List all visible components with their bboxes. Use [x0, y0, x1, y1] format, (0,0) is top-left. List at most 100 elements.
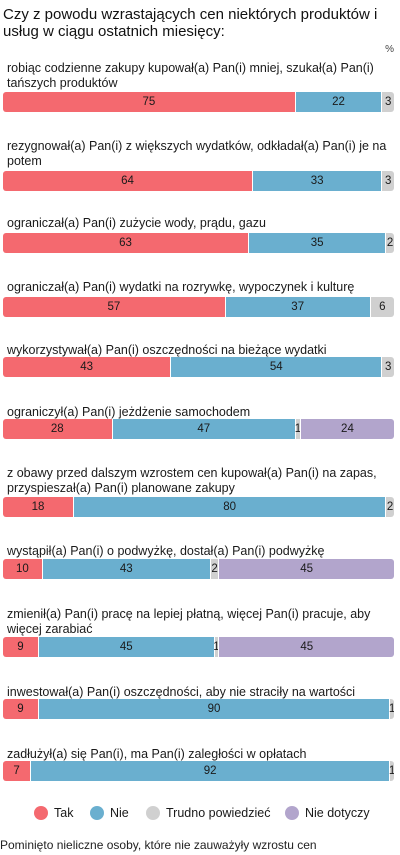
data-label: 47	[197, 423, 211, 435]
data-label: 33	[310, 175, 324, 187]
data-label: 22	[332, 96, 345, 108]
data-label: 2	[386, 237, 394, 249]
bar-segment-tak: 43	[3, 357, 171, 377]
category-label: z obawy przed dalszym wzrostem cen kupow…	[7, 466, 377, 495]
bar-segment-tak: 9	[3, 637, 38, 657]
data-label: 7	[13, 765, 20, 777]
bar-segment-tak: 10	[3, 559, 42, 579]
bar-segment-nie: 22	[294, 92, 382, 112]
stacked-bar: 10 43 2 45	[3, 559, 394, 579]
bar-segment-tak: 64	[3, 171, 252, 191]
data-label: 1	[294, 423, 302, 435]
unit-label: %	[385, 44, 394, 55]
data-label: 92	[203, 765, 217, 777]
legend-label: Nie	[110, 806, 129, 820]
bar-segment-nie: 47	[111, 419, 295, 439]
legend-label: Nie dotyczy	[305, 806, 370, 820]
bar-segment-tak: 9	[3, 699, 38, 719]
data-label: 43	[119, 563, 133, 575]
bar-segment-trudno-powiedziec: 2	[385, 497, 394, 517]
bar-segment-nie-dotyczy: 45	[218, 637, 394, 657]
bar-segment-tak: 57	[3, 297, 225, 317]
legend: Tak Nie Trudno powiedzieć Nie dotyczy	[0, 803, 400, 823]
legend-item-trudno-powiedziec: Trudno powiedzieć	[146, 803, 270, 823]
category-label: wystąpił(a) Pan(i) o podwyżkę, dostał(a)…	[7, 544, 325, 558]
data-label: 45	[300, 563, 314, 575]
bar-segment-nie: 37	[224, 297, 370, 317]
data-label: 1	[388, 765, 394, 777]
data-label: 2	[211, 563, 218, 575]
bar-segment-tak: 28	[3, 419, 112, 439]
legend-swatch	[285, 806, 299, 820]
data-label: 3	[384, 96, 392, 108]
data-label: 2	[386, 501, 394, 513]
data-label: 43	[80, 361, 94, 373]
data-label: 45	[300, 641, 314, 653]
stacked-bar: 28 47 1 24	[3, 419, 394, 439]
category-label: zmienił(a) Pan(i) pracę na lepiej płatną…	[7, 607, 371, 636]
bar-segment-trudno-powiedziec: 3	[381, 357, 394, 377]
data-label: 6	[379, 301, 386, 313]
bar-segment-trudno-powiedziec: 1	[294, 419, 302, 439]
bar-segment-tak: 7	[3, 761, 31, 781]
stacked-bar: 64 33 3	[3, 171, 394, 191]
bar-segment-nie: 92	[30, 761, 390, 781]
data-label: 9	[17, 703, 24, 715]
bar-segment-tak: 18	[3, 497, 74, 517]
data-label: 45	[119, 641, 133, 653]
data-label: 75	[142, 96, 156, 108]
stacked-bar: 75 22 3	[3, 92, 394, 112]
data-label: 9	[17, 641, 24, 653]
legend-swatch	[34, 806, 48, 820]
bar-segment-trudno-powiedziec: 1	[213, 637, 220, 657]
legend-item-nie-dotyczy: Nie dotyczy	[285, 803, 370, 823]
data-label: 28	[50, 423, 64, 435]
data-label: 54	[269, 361, 283, 373]
bar-segment-trudno-powiedziec: 6	[369, 297, 394, 317]
bar-segment-nie: 45	[37, 637, 214, 657]
bar-segment-nie: 43	[41, 559, 210, 579]
bar-segment-nie: 33	[251, 171, 382, 191]
stacked-bar: 63 35 2	[3, 233, 394, 253]
category-label: ograniczał(a) Pan(i) wydatki na rozrywkę…	[7, 280, 355, 294]
data-label: 24	[341, 423, 354, 435]
legend-swatch	[146, 806, 160, 820]
category-label: wykorzystywał(a) Pan(i) oszczędności na …	[7, 343, 327, 357]
stacked-bar: 43 54 3	[3, 357, 394, 377]
data-label: 18	[31, 501, 45, 513]
bar-segment-nie-dotyczy: 45	[218, 559, 394, 579]
bar-segment-nie: 54	[170, 357, 382, 377]
chart-title: Czy z powodu wzrastających cen niektóryc…	[3, 6, 378, 40]
data-label: 1	[213, 641, 220, 653]
bar-segment-nie: 80	[73, 497, 386, 517]
category-label: ograniczył(a) Pan(i) jeżdżenie samochode…	[7, 405, 251, 419]
bar-segment-trudno-powiedziec: 1	[389, 699, 394, 719]
legend-swatch	[90, 806, 104, 820]
stacked-bar: 9 45 1 45	[3, 637, 394, 657]
legend-label: Tak	[54, 806, 74, 820]
bar-segment-nie: 90	[38, 699, 390, 719]
legend-item-tak: Tak	[34, 803, 73, 823]
category-label: zadłużył(a) się Pan(i), ma Pan(i) zaległ…	[7, 747, 307, 761]
bar-segment-trudno-powiedziec: 1	[389, 761, 394, 781]
category-label: inwestował(a) Pan(i) oszczędności, aby n…	[7, 685, 356, 699]
stacked-bar: 7 92 1	[3, 761, 394, 781]
bar-segment-tak: 63	[3, 233, 249, 253]
bar-segment-nie: 35	[248, 233, 386, 253]
data-label: 10	[16, 563, 29, 575]
category-label: robiąc codzienne zakupy kupował(a) Pan(i…	[7, 61, 374, 90]
stacked-bar: 18 80 2	[3, 497, 394, 517]
data-label: 63	[119, 237, 132, 249]
category-label: rezygnował(a) Pan(i) z większych wydatkó…	[7, 139, 387, 168]
bar-segment-trudno-powiedziec: 3	[381, 92, 394, 112]
data-label: 80	[223, 501, 237, 513]
data-label: 1	[388, 703, 394, 715]
data-label: 3	[384, 361, 392, 373]
category-label: ograniczał(a) Pan(i) zużycie wody, prądu…	[7, 216, 266, 230]
legend-label: Trudno powiedzieć	[166, 806, 271, 820]
bar-segment-trudno-powiedziec: 3	[381, 171, 394, 191]
bar-segment-tak: 75	[3, 92, 295, 112]
legend-item-nie: Nie	[90, 803, 129, 823]
data-label: 37	[291, 301, 305, 313]
stacked-bar: 9 90 1	[3, 699, 394, 719]
